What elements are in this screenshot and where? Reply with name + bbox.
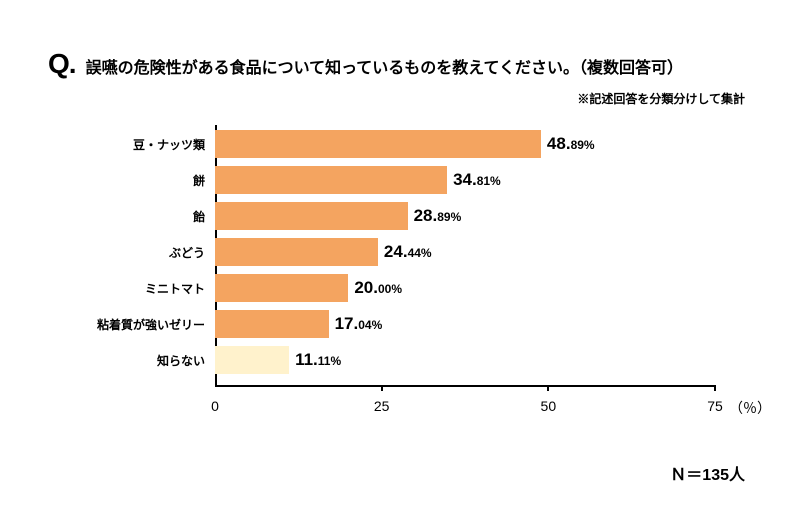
- chart-plot: 0255075（％）豆・ナッツ類48.89%餅34.81%飴28.89%ぶどう2…: [215, 125, 725, 405]
- bar-label: ミニトマト: [145, 280, 215, 297]
- bar-row: 飴28.89%: [215, 202, 408, 230]
- bar-row: 餅34.81%: [215, 166, 447, 194]
- axis-unit: （％）: [729, 398, 771, 418]
- x-tick-label: 0: [211, 398, 219, 414]
- bar: [215, 310, 329, 338]
- bar-label: 飴: [193, 208, 215, 225]
- x-tick-label: 25: [374, 398, 390, 414]
- bar-label: 餅: [193, 172, 215, 189]
- bar-label: ぶどう: [169, 244, 215, 261]
- bar-row: ぶどう24.44%: [215, 238, 378, 266]
- x-tick: [714, 385, 716, 391]
- bar-row: 粘着質が強いゼリー17.04%: [215, 310, 329, 338]
- bar-label: 知らない: [157, 352, 215, 369]
- x-tick: [381, 385, 383, 391]
- bar-value: 48.89%: [547, 134, 595, 154]
- bar: [215, 346, 289, 374]
- bar-label: 豆・ナッツ類: [133, 136, 215, 153]
- bar-value: 20.00%: [354, 278, 402, 298]
- chart-subnote: ※記述回答を分類分けして集計: [577, 90, 745, 107]
- bar-label: 粘着質が強いゼリー: [97, 316, 215, 333]
- bar-row: 豆・ナッツ類48.89%: [215, 130, 541, 158]
- chart-area: 0255075（％）豆・ナッツ類48.89%餅34.81%飴28.89%ぶどう2…: [60, 125, 740, 445]
- bar-row: ミニトマト20.00%: [215, 274, 348, 302]
- bar-value: 28.89%: [414, 206, 462, 226]
- bar: [215, 130, 541, 158]
- bar-value: 34.81%: [453, 170, 501, 190]
- sample-size-label: Ｎ＝135人: [670, 461, 745, 485]
- x-axis: [215, 385, 715, 387]
- bar: [215, 274, 348, 302]
- title-row: Q. 誤嚥の危険性がある食品について知っているものを教えてください。（複数回答可…: [48, 48, 752, 80]
- x-tick-label: 75: [707, 398, 723, 414]
- x-tick-label: 50: [541, 398, 557, 414]
- chart-title: 誤嚥の危険性がある食品について知っているものを教えてください。（複数回答可）: [86, 58, 683, 80]
- bar: [215, 202, 408, 230]
- bar-row: 知らない11.11%: [215, 346, 289, 374]
- bar-value: 17.04%: [335, 314, 383, 334]
- question-mark: Q.: [48, 48, 76, 80]
- bar-value: 24.44%: [384, 242, 432, 262]
- chart-container: Q. 誤嚥の危険性がある食品について知っているものを教えてください。（複数回答可…: [0, 0, 800, 525]
- bar: [215, 166, 447, 194]
- bar: [215, 238, 378, 266]
- bar-value: 11.11%: [295, 350, 341, 370]
- x-tick: [547, 385, 549, 391]
